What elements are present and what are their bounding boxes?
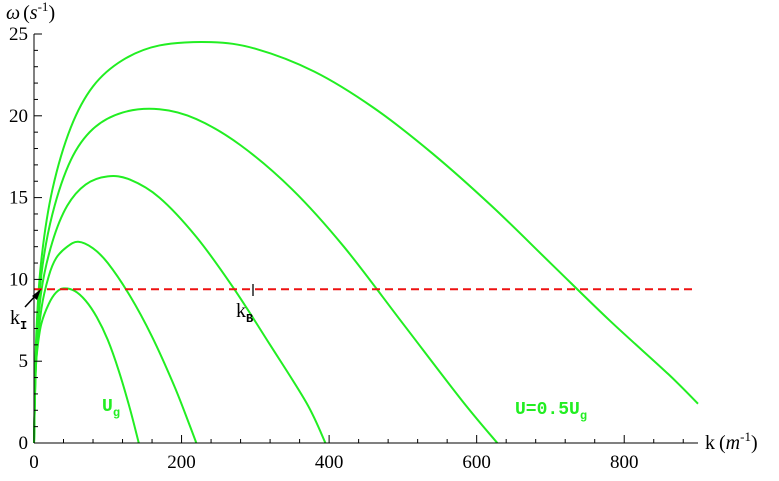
ug-sub: g [113,406,120,420]
x-tick-label: 0 [29,452,39,473]
kI-label: kI [10,307,27,333]
y-tick-label: 20 [9,106,28,127]
ticks-group [33,33,684,444]
x-tick-label: 800 [610,452,639,473]
y-axis-unit-exp: -1 [38,0,49,14]
series-curve-1 [33,287,140,444]
kI-sub: I [20,319,27,333]
y-axis-open-paren: ( [23,2,30,24]
series-group [33,41,699,444]
y-tick-label: 5 [19,351,29,372]
series-curve-5 [33,41,699,444]
x-axis-title: k (m-1) [705,429,758,454]
kB-sub: B [246,312,253,326]
y-tick-label: 25 [9,24,28,45]
y-tick-label: 10 [9,269,28,290]
ug-main: U [102,397,113,417]
kB-label: kB [236,300,253,326]
x-axis-unit-exp: -1 [740,429,751,444]
y-axis-close-paren: ) [48,2,55,24]
u05-label: U=0.5Ug [515,400,587,423]
y-axis-unit: s [30,2,38,24]
u05-sub: g [580,409,587,423]
y-axis-title: ω (s-1) [6,0,55,24]
y-tick-label: 15 [9,188,28,209]
y-tick-label: 0 [19,433,29,454]
kB-main: k [236,300,246,322]
axes-group [33,34,698,444]
x-tick-label: 400 [315,452,344,473]
ug-label: Ug [102,397,120,420]
y-axis-symbol: ω [6,2,20,24]
series-curve-4 [33,107,499,444]
x-tick-label: 600 [462,452,491,473]
series-curve-3 [33,174,327,444]
x-axis-open-paren: ( [719,432,726,454]
x-axis-close-paren: ) [751,432,758,454]
x-axis-unit: m [726,432,740,454]
u05-main: U=0.5U [515,400,580,420]
series-curve-2 [33,240,198,444]
x-tick-label: 200 [167,452,196,473]
kI-arrowhead [32,289,41,300]
tick-labels-group: 0 200 400 600 800 0 5 10 15 20 25 [9,24,638,473]
x-axis-symbol: k [705,432,715,454]
kI-main: k [10,307,20,329]
